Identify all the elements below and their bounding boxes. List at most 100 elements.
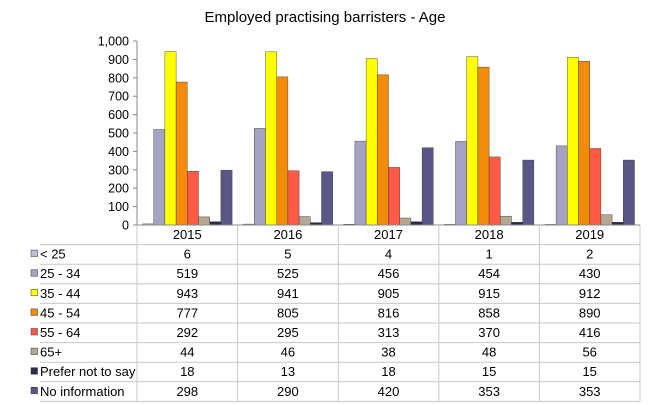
bar xyxy=(265,51,277,226)
table-cell: 353 xyxy=(478,384,500,399)
legend-label: 65+ xyxy=(40,345,62,360)
bar xyxy=(455,141,467,226)
x-tick-label: 2016 xyxy=(273,227,302,242)
y-tick-label: 0 xyxy=(122,219,129,233)
table-cell: 290 xyxy=(277,384,299,399)
legend-swatch xyxy=(30,308,38,316)
bar xyxy=(522,159,535,226)
legend-swatch xyxy=(30,249,38,257)
bar xyxy=(254,128,266,226)
bar xyxy=(421,147,434,226)
bar xyxy=(365,58,378,226)
bar xyxy=(555,145,568,226)
table-cell: 6 xyxy=(184,247,191,262)
data-table: < 25 6 5 4 1 2 25 - 34 519 525 456 454 430 35 - 44 94… xyxy=(30,244,640,402)
legend-label: Prefer not to say xyxy=(40,364,136,379)
y-tick-label: 500 xyxy=(108,127,129,141)
legend-label: 35 - 44 xyxy=(40,286,80,301)
table-cell: 816 xyxy=(378,305,400,320)
x-tick-label: 2019 xyxy=(575,227,604,242)
bar xyxy=(399,217,412,226)
y-tick-label: 700 xyxy=(108,90,129,104)
bar xyxy=(321,171,333,226)
bar xyxy=(287,170,300,226)
x-tick-label: 2017 xyxy=(374,227,403,242)
table-cell: 915 xyxy=(478,286,500,301)
table-cell: 295 xyxy=(277,325,299,340)
x-tick-label: 2015 xyxy=(173,227,202,242)
legend-swatch xyxy=(30,347,38,355)
legend-label: 45 - 54 xyxy=(40,305,80,320)
legend-swatch xyxy=(30,289,38,297)
table-cell: 941 xyxy=(277,286,299,301)
bar xyxy=(175,81,188,226)
y-axis: 0 100 200 300 400 500 600 700 800 900 1,000 xyxy=(98,35,138,233)
table-cell: 313 xyxy=(378,325,400,340)
table-cell: 298 xyxy=(176,384,198,399)
legend-label: 25 - 34 xyxy=(40,266,80,281)
table-cell: 943 xyxy=(176,286,198,301)
y-tick-label: 100 xyxy=(108,200,129,214)
table-cell: 890 xyxy=(579,305,601,320)
table-cell: 519 xyxy=(176,266,198,281)
table-cell: 1 xyxy=(485,247,492,262)
table-cell: 15 xyxy=(582,364,596,379)
table-cell: 44 xyxy=(180,345,194,360)
bar xyxy=(220,169,233,226)
table-cell: 2 xyxy=(586,247,593,262)
bar xyxy=(187,171,199,226)
table-cell: 15 xyxy=(482,364,496,379)
bar xyxy=(164,51,177,226)
bar xyxy=(600,214,613,226)
table-cell: 416 xyxy=(579,325,601,340)
table-cell: 18 xyxy=(180,364,194,379)
table-cell: 292 xyxy=(176,325,198,340)
legend-swatch xyxy=(30,269,38,277)
legend-label: < 25 xyxy=(40,247,66,262)
y-tick-label: 1,000 xyxy=(98,35,129,49)
table-cell: 430 xyxy=(579,266,601,281)
bars xyxy=(142,51,635,226)
bar xyxy=(589,148,602,226)
bar xyxy=(354,140,367,226)
y-tick-label: 300 xyxy=(108,163,129,177)
table-cell: 18 xyxy=(381,364,395,379)
legend-swatch xyxy=(30,328,38,336)
table-cell: 5 xyxy=(284,247,291,262)
table-cell: 46 xyxy=(281,345,295,360)
bar xyxy=(578,61,590,226)
y-tick-label: 400 xyxy=(108,145,129,159)
table-cell: 454 xyxy=(478,266,500,281)
bar xyxy=(153,129,166,226)
bar xyxy=(466,56,479,226)
legend-swatch xyxy=(30,367,38,375)
bar xyxy=(298,216,311,226)
table-cell: 420 xyxy=(378,384,400,399)
x-tick-label: 2018 xyxy=(475,227,504,242)
legend-label: No information xyxy=(40,384,125,399)
bar xyxy=(488,156,501,226)
table-cell: 456 xyxy=(378,266,400,281)
table-cell: 48 xyxy=(482,345,496,360)
bar xyxy=(198,216,210,226)
chart-title: Employed practising barristers - Age xyxy=(205,9,446,26)
y-tick-label: 800 xyxy=(108,71,129,85)
table-cell: 912 xyxy=(579,286,601,301)
bar xyxy=(377,74,389,226)
x-axis: 2015 2016 2017 2018 2019 xyxy=(136,224,641,402)
table-cell: 370 xyxy=(478,325,500,340)
table-cell: 525 xyxy=(277,266,299,281)
legend-swatch xyxy=(30,387,38,395)
bar xyxy=(276,76,289,226)
bar xyxy=(500,215,512,226)
bar xyxy=(623,159,635,226)
y-tick-label: 600 xyxy=(108,108,129,122)
table-cell: 353 xyxy=(579,384,601,399)
table-cell: 905 xyxy=(378,286,400,301)
table-cell: 56 xyxy=(582,345,596,360)
table-cell: 777 xyxy=(176,305,198,320)
y-tick-label: 900 xyxy=(108,53,129,67)
table-cell: 4 xyxy=(385,247,392,262)
y-tick-label: 200 xyxy=(108,182,129,196)
